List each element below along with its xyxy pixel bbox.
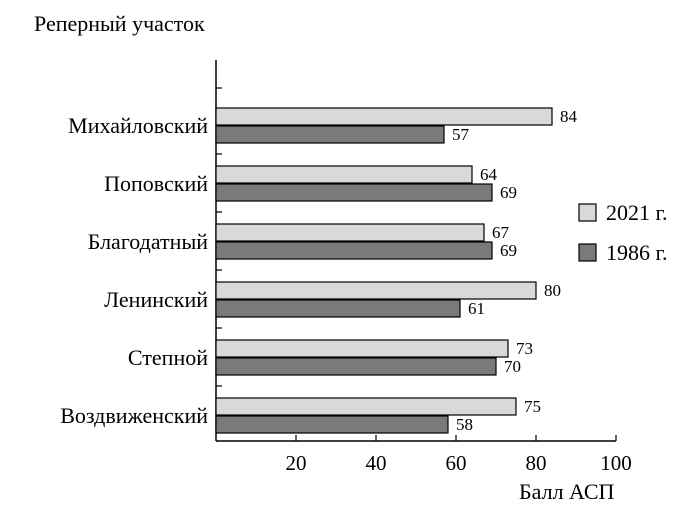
legend-label: 1986 г. [606,240,668,265]
category-label: Поповский [104,171,208,196]
data-label: 64 [480,165,498,184]
bar [215,125,445,144]
bar [215,339,509,358]
bar [215,397,517,416]
bar [215,223,485,242]
x-tick-label: 100 [600,451,632,475]
data-label: 84 [560,107,578,126]
x-tick-label: 60 [446,451,467,475]
data-label: 69 [500,241,517,260]
x-tick-label: 20 [286,451,307,475]
data-label: 57 [452,125,470,144]
data-label: 75 [524,397,541,416]
data-label: 58 [456,415,473,434]
bar [215,241,493,260]
category-label: Михайловский [68,113,208,138]
data-label: 70 [504,357,521,376]
bar [215,357,497,376]
bar [215,183,493,202]
x-tick-label: 80 [526,451,547,475]
bar [215,299,461,318]
category-label: Степной [128,345,208,370]
x-axis-title: Балл АСП [519,479,615,504]
y-axis-title: Реперный участок [34,11,205,36]
legend-swatch [578,243,597,262]
bar [215,415,449,434]
data-label: 69 [500,183,517,202]
x-tick-label: 40 [366,451,387,475]
data-label: 80 [544,281,561,300]
legend: 2021 г. 1986 г. [578,200,668,265]
bar [215,107,553,126]
legend-swatch [578,203,597,222]
legend-label: 2021 г. [606,200,668,225]
category-label: Ленинский [104,287,208,312]
category-label: Благодатный [88,229,208,254]
data-label: 61 [468,299,485,318]
category-label: Воздвиженский [60,403,208,428]
bar [215,165,473,184]
data-label: 67 [492,223,510,242]
bar [215,281,537,300]
data-label: 73 [516,339,533,358]
